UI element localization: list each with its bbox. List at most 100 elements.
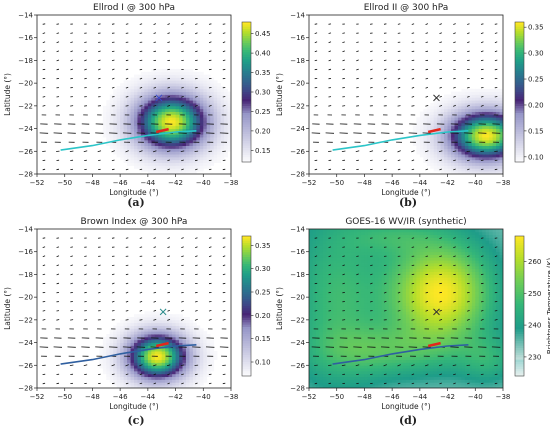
- panel-letter: (d): [399, 414, 417, 427]
- wind-arrow: [426, 42, 428, 43]
- wind-arrow: [329, 169, 332, 170]
- intensity-field: [37, 229, 231, 388]
- colorbar-tick-label: 0.40: [255, 50, 271, 58]
- y-tick-label: −28: [290, 171, 305, 179]
- y-tick-label: −16: [18, 248, 33, 256]
- wind-arrow: [370, 374, 373, 375]
- y-tick-label: −26: [290, 148, 305, 156]
- colorbar-label: Brightness Temperature (K): [546, 258, 550, 354]
- wind-arrow: [209, 374, 212, 375]
- wind-arrow: [384, 238, 386, 239]
- wind-arrow: [112, 238, 114, 239]
- x-tick-label: −46: [385, 393, 400, 401]
- intensity-field: [309, 229, 503, 388]
- chart-panel-1: Ellrod I @ 300 hPa−52−50−48−46−44−42−40−…: [3, 3, 271, 209]
- wind-arrow: [342, 33, 345, 34]
- x-tick-label: −44: [140, 393, 155, 401]
- y-tick-label: −20: [18, 294, 33, 302]
- wind-arrow: [329, 383, 332, 384]
- y-tick-label: −24: [290, 339, 305, 347]
- x-tick-label: −46: [113, 393, 128, 401]
- wind-arrow: [209, 160, 212, 161]
- colorbar-tick-label: 0.45: [255, 30, 271, 38]
- wind-arrow: [223, 311, 226, 312]
- colorbar-tick-label: 0.10: [255, 359, 271, 367]
- wind-arrow: [356, 42, 358, 43]
- x-axis-label: Longitude (°): [109, 402, 158, 411]
- wind-arrow: [223, 169, 226, 170]
- y-tick-label: −20: [290, 294, 305, 302]
- wind-arrow: [384, 169, 387, 170]
- panel-letter: (c): [127, 414, 144, 427]
- wind-arrow: [426, 256, 428, 257]
- wind-arrow: [342, 247, 345, 248]
- chart-title: Ellrod I @ 300 hPa: [93, 3, 175, 13]
- y-tick-label: −14: [18, 12, 33, 20]
- colorbar-tick-label: 230: [528, 353, 541, 361]
- y-tick-label: −16: [290, 248, 305, 256]
- y-axis-label: Latitude (°): [275, 73, 284, 116]
- x-tick-label: −50: [57, 179, 72, 187]
- colorbar-tick-label: 0.20: [255, 127, 271, 135]
- y-tick-label: −20: [18, 80, 33, 88]
- colorbar-tick-label: 0.35: [255, 242, 271, 250]
- colorbar-tick-label: 0.25: [528, 76, 544, 84]
- y-tick-label: −24: [18, 125, 33, 133]
- wind-arrow: [223, 283, 226, 284]
- wind-arrow: [223, 97, 226, 98]
- wind-arrow: [342, 320, 345, 321]
- y-tick-label: −22: [290, 316, 305, 324]
- y-tick-label: −24: [18, 339, 33, 347]
- chart-title: Brown Index @ 300 hPa: [81, 217, 188, 227]
- x-tick-label: −44: [412, 393, 427, 401]
- wind-arrow: [70, 247, 73, 248]
- colorbar: 0.450.400.350.300.250.200.15: [242, 22, 271, 163]
- wind-arrow: [43, 24, 46, 25]
- colorbar-tick-label: 0.20: [255, 312, 271, 320]
- wind-arrow: [370, 160, 373, 161]
- wind-arrow: [495, 97, 498, 98]
- y-tick-label: −16: [290, 34, 305, 42]
- wind-arrow: [315, 24, 318, 25]
- colorbar-tick-label: 0.25: [255, 108, 271, 116]
- x-tick-label: −40: [196, 393, 211, 401]
- wind-arrow: [154, 42, 156, 43]
- x-tick-label: −52: [302, 393, 317, 401]
- x-tick-label: −38: [496, 393, 511, 401]
- y-tick-label: −26: [18, 148, 33, 156]
- wind-arrow: [57, 169, 60, 170]
- x-tick-label: −40: [196, 179, 211, 187]
- wind-arrow: [398, 106, 401, 107]
- y-tick-label: −24: [290, 125, 305, 133]
- x-tick-label: −42: [440, 393, 455, 401]
- wind-arrow: [481, 160, 484, 161]
- wind-arrow: [70, 33, 73, 34]
- x-tick-label: −48: [85, 179, 100, 187]
- x-tick-label: −50: [57, 393, 72, 401]
- colorbar-tick-label: 250: [528, 290, 541, 298]
- wind-arrow: [126, 106, 129, 107]
- intensity-field: [309, 15, 503, 174]
- wind-arrow: [112, 265, 114, 266]
- wind-arrow: [98, 160, 101, 161]
- colorbar-tick-label: 0.15: [255, 335, 271, 343]
- wind-arrow: [384, 51, 386, 52]
- colorbar-tick-label: 0.15: [255, 147, 271, 155]
- wind-arrow: [43, 238, 46, 239]
- colorbar-tick-label: 0.10: [528, 153, 544, 161]
- wind-arrow: [384, 97, 387, 98]
- wind-arrow: [495, 69, 498, 70]
- colorbar-tick-label: 260: [528, 258, 541, 266]
- wind-arrow: [181, 51, 183, 52]
- panel-letter: (b): [399, 196, 417, 209]
- colorbar: 0.350.300.250.200.150.10: [515, 22, 544, 163]
- y-tick-label: −28: [290, 385, 305, 393]
- wind-arrow: [154, 283, 156, 284]
- wind-arrow: [223, 69, 226, 70]
- chart-title: GOES-16 WV/IR (synthetic): [345, 217, 466, 227]
- wind-arrow: [495, 169, 498, 170]
- wind-arrow: [112, 383, 115, 384]
- wind-arrow: [426, 69, 428, 70]
- wind-arrow: [112, 169, 115, 170]
- wind-arrow: [112, 51, 114, 52]
